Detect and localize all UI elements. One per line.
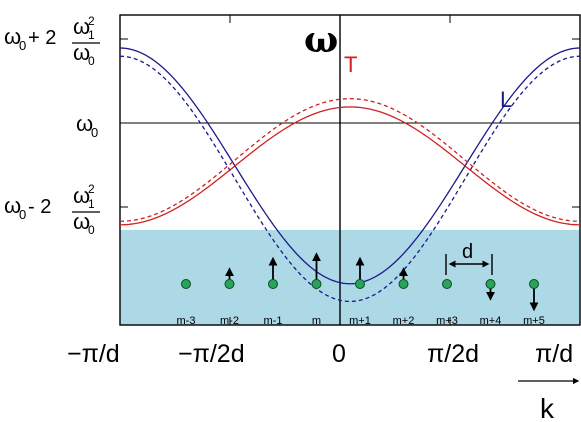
site-point [398, 279, 409, 289]
y-tick-label-mid: ω 0 [76, 111, 98, 140]
series-label-L: L [500, 87, 512, 112]
series-line-L-dashed [120, 55, 580, 303]
site-label: m+4 [480, 315, 502, 327]
svg-text:ω: ω [76, 111, 93, 136]
x-tick-label: π/d [535, 340, 573, 368]
svg-text:2: 2 [88, 182, 95, 196]
x-axis-title: k [540, 393, 555, 422]
site-label: m+3 [436, 315, 458, 327]
svg-text:ω: ω [73, 40, 90, 65]
svg-text:ω: ω [73, 209, 90, 234]
svg-text:2: 2 [88, 14, 95, 28]
svg-text:1: 1 [88, 197, 95, 211]
svg-text:ω: ω [4, 24, 21, 49]
svg-text:1: 1 [88, 28, 95, 42]
svg-text:0: 0 [88, 54, 95, 68]
svg-text:ω: ω [4, 193, 21, 218]
lattice-site: m-3 [177, 279, 196, 327]
site-label: m-3 [177, 315, 196, 327]
svg-text:+ 2: + 2 [28, 27, 56, 49]
series-line-T-solid [120, 106, 580, 226]
lattice-site: m+5 [523, 279, 545, 327]
lattice-sites: m-3 m-2 m-1 m m+1 m+2 m+3 m+4 m+5 [177, 252, 545, 327]
svg-text:- 2: - 2 [28, 196, 51, 218]
series-line-L-solid [120, 47, 580, 285]
site-label: m-1 [264, 315, 283, 327]
series-line-T-dashed [120, 98, 580, 222]
x-tick-label: −π/d [67, 340, 120, 368]
site-point [442, 279, 452, 289]
svg-text:ω: ω [73, 183, 90, 208]
lattice-site: m+4 [480, 279, 502, 327]
site-label: m [312, 315, 321, 327]
site-point [268, 279, 278, 289]
site-label: m+2 [393, 315, 415, 327]
lattice-site: m+3 [436, 279, 458, 327]
lattice-site: m+1 [349, 256, 371, 327]
svg-text:0: 0 [19, 38, 26, 53]
site-point [355, 279, 365, 289]
spacing-label: d [462, 241, 473, 263]
plot-frame [119, 14, 581, 326]
site-point [311, 279, 322, 289]
x-tick-label: π/2d [427, 340, 479, 368]
site-point [224, 279, 235, 289]
site-label: m-2 [220, 315, 239, 327]
site-label: m+1 [349, 315, 371, 327]
dispersion-curves [120, 47, 580, 303]
y-tick-label-bottom: ω 0 - 2 ω 2 1 ω 0 [4, 182, 100, 237]
site-point [181, 279, 191, 289]
svg-text:ω: ω [73, 14, 90, 39]
y-tick-label-top: ω 0 + 2 ω 2 1 ω 0 [4, 14, 100, 68]
lattice-band [120, 230, 580, 325]
svg-text:0: 0 [88, 223, 95, 237]
lattice-site: m [311, 252, 322, 327]
y-axis-title: ω [304, 19, 338, 61]
lattice-site: m+2 [393, 267, 415, 327]
x-ticks [229, 15, 451, 325]
site-point [529, 279, 539, 289]
series-label-T: T [344, 52, 357, 77]
site-label: m+5 [523, 315, 545, 327]
x-tick-label: 0 [332, 340, 346, 368]
lattice-site: m-1 [264, 256, 283, 327]
svg-text:0: 0 [19, 207, 26, 222]
spacing-indicator [445, 254, 493, 275]
lattice-site: m-2 [220, 267, 239, 327]
svg-text:0: 0 [91, 125, 98, 140]
site-point [485, 279, 496, 289]
y-ticks [120, 38, 580, 208]
x-tick-label: −π/2d [178, 340, 245, 368]
